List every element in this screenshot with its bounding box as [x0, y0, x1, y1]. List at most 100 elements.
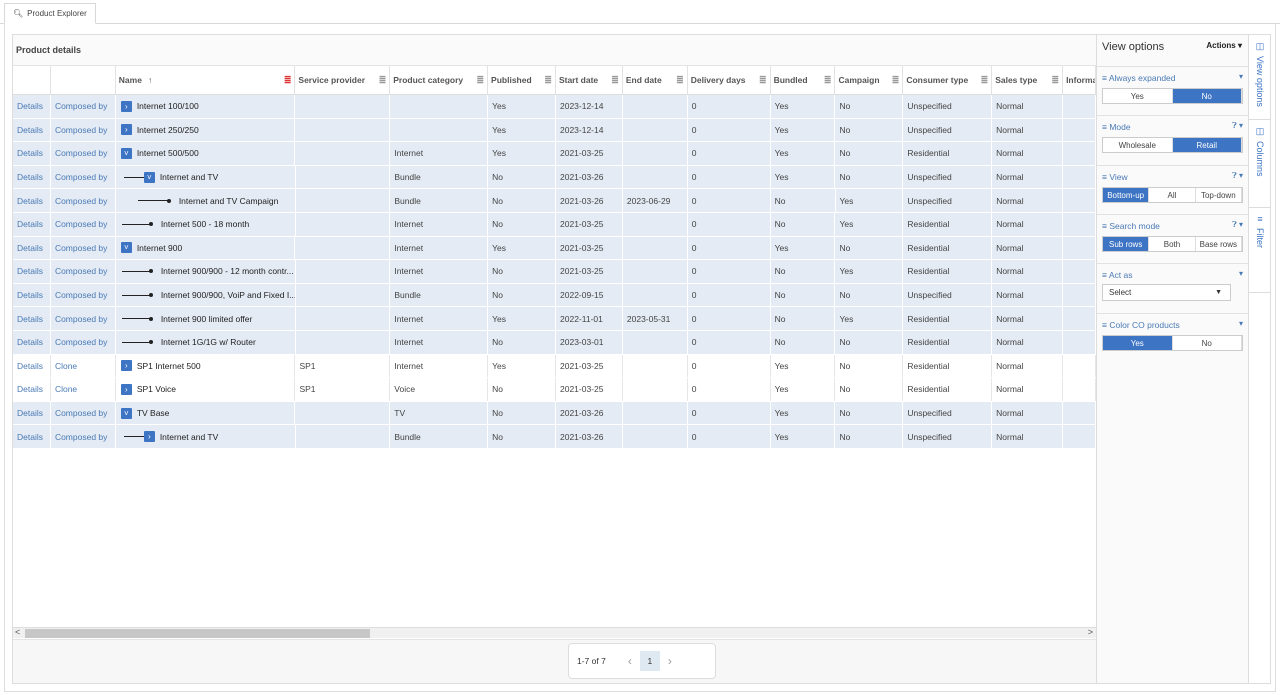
option-all[interactable]: All — [1149, 188, 1196, 202]
option-bottom-up[interactable]: Bottom-up — [1103, 188, 1150, 202]
collapse-icon[interactable]: ˅ — [120, 147, 132, 159]
table-row[interactable]: Details Clone › SP1 Internet 500 SP1 Internet… — [13, 354, 1096, 379]
table-row[interactable]: Details Composed by Internet 900 limited o… — [13, 307, 1096, 331]
table-row[interactable]: Details Composed by Internet 900/900 - 12 … — [13, 260, 1096, 284]
option-sub-rows[interactable]: Sub rows — [1103, 237, 1150, 251]
filter-icon[interactable]: ≣ — [676, 74, 684, 85]
sort-ascending-icon[interactable]: ↑ — [147, 75, 153, 85]
table-row[interactable]: Details Composed by › Internet 250/250 Yes 20… — [13, 118, 1096, 143]
expand-icon[interactable]: › — [120, 100, 132, 112]
collapse-icon[interactable]: ˅ — [120, 407, 132, 419]
chevron-down-icon[interactable]: ▾ — [1238, 72, 1243, 81]
details-link[interactable]: Details — [13, 189, 51, 212]
details-link[interactable]: Details — [13, 95, 51, 118]
filter-icon[interactable]: ≣ — [544, 74, 552, 85]
composed-by-link[interactable]: Composed by — [51, 236, 116, 260]
rail-tab-view-options[interactable]: ◫ View options — [1249, 35, 1271, 120]
composed-by-link[interactable]: Composed by — [51, 425, 116, 448]
composed-by-link[interactable]: Composed by — [51, 260, 116, 283]
option-base-rows[interactable]: Base rows — [1196, 237, 1242, 251]
composed-by-link[interactable]: Composed by — [51, 142, 116, 165]
column-header-consumer-type[interactable]: Consumer type ≣ — [903, 66, 993, 94]
filter-icon[interactable]: ≣ — [476, 74, 485, 85]
column-header-product-category[interactable]: Product category ≣ — [390, 66, 489, 94]
details-link[interactable]: Details — [13, 283, 51, 307]
expand-icon[interactable]: › — [120, 124, 132, 136]
column-header-informa[interactable]: Informa — [1063, 66, 1096, 94]
composed-by-link[interactable]: Composed by — [51, 95, 116, 118]
option-wholesale[interactable]: Wholesale — [1103, 138, 1173, 152]
composed-by-link[interactable]: Composed by — [51, 212, 116, 236]
scroll-left-icon[interactable]: < — [15, 627, 21, 637]
details-link[interactable]: Details — [13, 212, 51, 236]
filter-icon[interactable]: ≣ — [891, 74, 900, 85]
scroll-right-icon[interactable]: > — [1087, 627, 1093, 637]
option-both[interactable]: Both — [1149, 237, 1196, 251]
section-label[interactable]: ≡ Always expanded — [1102, 73, 1176, 83]
table-row[interactable]: Details Composed by ˅ TV Base TV No 2021-03-26… — [13, 401, 1096, 426]
details-link[interactable]: Details — [13, 260, 51, 283]
details-link[interactable]: Details — [13, 118, 51, 142]
details-link[interactable]: Details — [13, 330, 51, 354]
filter-icon[interactable]: ≣ — [759, 74, 767, 85]
column-header-sales-type[interactable]: Sales type ≣ — [992, 66, 1064, 94]
table-row[interactable]: Details Composed by Internet 900/900, VoiP… — [13, 283, 1096, 308]
option-top-down[interactable]: Top-down — [1196, 188, 1242, 202]
filter-icon[interactable]: ≣ — [823, 74, 832, 85]
rail-tab-columns[interactable]: ◫ Columns — [1249, 120, 1271, 208]
expand-icon[interactable]: › — [120, 360, 132, 372]
column-header-published[interactable]: Published ≣ — [488, 66, 556, 94]
chevron-down-icon[interactable]: ▾ — [1238, 121, 1243, 130]
filter-icon[interactable]: ≣ — [980, 74, 989, 85]
actions-menu-button[interactable]: Actions ▾ — [1206, 41, 1242, 50]
clone-link[interactable]: Clone — [51, 378, 116, 401]
column-header-start-date[interactable]: Start date ≣ — [556, 66, 623, 94]
filter-icon[interactable]: ≣ — [611, 74, 619, 85]
option-retail[interactable]: Retail — [1172, 138, 1242, 152]
details-link[interactable]: Details — [13, 236, 51, 260]
section-label[interactable]: ≡ View — [1102, 172, 1128, 182]
table-row[interactable]: Details Clone › SP1 Voice SP1 Voice No 2021-03-… — [13, 378, 1096, 402]
section-label[interactable]: ≡ Color CO products — [1102, 320, 1180, 330]
clone-link[interactable]: Clone — [51, 354, 116, 378]
table-row[interactable]: Details Composed by Internet 500 - 18 mont… — [13, 212, 1096, 237]
table-row[interactable]: Details Composed by Internet 1G/1G w/ Rout… — [13, 330, 1096, 355]
column-header-bundled[interactable]: Bundled ≣ — [771, 66, 836, 94]
filter-icon[interactable]: ≣ — [378, 74, 387, 85]
composed-by-link[interactable]: Composed by — [51, 283, 116, 307]
chevron-down-icon[interactable]: ▾ — [1238, 171, 1243, 180]
help-icon[interactable]: ❓︎ — [1231, 121, 1237, 130]
page-1-button[interactable]: 1 — [639, 651, 660, 671]
details-link[interactable]: Details — [13, 142, 51, 165]
horizontal-scrollbar[interactable]: < > — [13, 627, 1096, 638]
composed-by-link[interactable]: Composed by — [51, 189, 116, 212]
collapse-icon[interactable]: ˅ — [120, 242, 132, 254]
next-page-button[interactable]: › — [667, 654, 672, 668]
table-row[interactable]: Details Composed by › Internet and TV Bundle… — [13, 425, 1096, 449]
composed-by-link[interactable]: Composed by — [51, 401, 116, 425]
column-header-name[interactable]: Name ↑ ≣ — [116, 66, 296, 94]
composed-by-link[interactable]: Composed by — [51, 165, 116, 189]
section-label[interactable]: ≡ Mode — [1102, 122, 1131, 132]
rail-tab-filter[interactable]: ≡ Filter — [1249, 208, 1271, 293]
details-link[interactable]: Details — [13, 425, 51, 448]
table-row[interactable]: Details Composed by ˅ Internet 500/500 Inter… — [13, 142, 1096, 166]
composed-by-link[interactable]: Composed by — [51, 118, 116, 142]
expand-icon[interactable]: › — [120, 383, 132, 395]
column-header-campaign[interactable]: Campaign ≣ — [835, 66, 904, 94]
option-no[interactable]: No — [1173, 336, 1242, 350]
help-icon[interactable]: ❓︎ — [1231, 220, 1237, 229]
section-label[interactable]: ≡ Act as — [1102, 270, 1133, 280]
details-link[interactable]: Details — [13, 401, 51, 425]
table-row[interactable]: Details Composed by › Internet 100/100 Yes 20… — [13, 95, 1096, 119]
table-row[interactable]: Details Composed by Internet and TV Campai… — [13, 189, 1097, 213]
details-link[interactable]: Details — [13, 354, 51, 378]
option-no[interactable]: No — [1172, 89, 1242, 103]
tab-product-explorer[interactable]: 🔍︎ Product Explorer — [4, 3, 96, 24]
chevron-down-icon[interactable]: ▾ — [1238, 269, 1243, 278]
act-as-select[interactable]: Select ▼ — [1102, 284, 1231, 301]
details-link[interactable]: Details — [13, 378, 51, 401]
chevron-down-icon[interactable]: ▾ — [1238, 319, 1243, 328]
filter-icon[interactable]: ≣ — [1051, 74, 1060, 85]
expand-icon[interactable]: › — [123, 431, 155, 443]
